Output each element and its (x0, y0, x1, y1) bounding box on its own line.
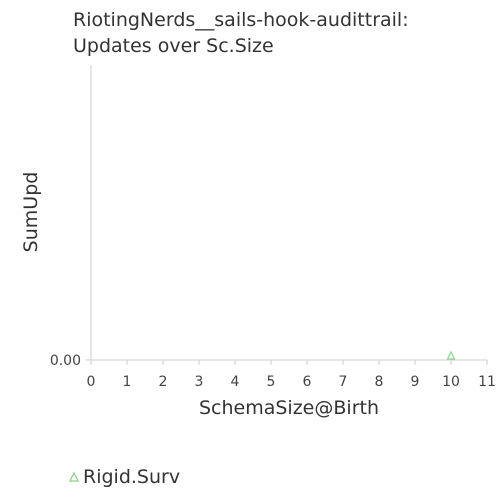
x-tick-label: 11 (478, 374, 496, 390)
data-points (446, 350, 456, 360)
x-tick-label: 10 (442, 374, 460, 390)
y-axis-label: SumUpd (20, 172, 42, 253)
legend: Rigid.Surv (68, 465, 180, 489)
x-tick-label: 3 (195, 374, 204, 390)
x-tick-label: 1 (123, 374, 132, 390)
x-tick-label: 7 (339, 374, 348, 390)
legend-label: Rigid.Surv (83, 466, 181, 488)
x-tick-group: 0 1 2 3 4 5 6 7 8 9 10 11 (87, 360, 496, 390)
x-tick-label: 0 (87, 374, 96, 390)
data-point (446, 350, 456, 360)
x-tick-label: 2 (159, 374, 168, 390)
x-tick-label: 4 (231, 374, 240, 390)
x-tick-label: 8 (375, 374, 384, 390)
chart-title: RiotingNerds__sails-hook-audittrail: Upd… (73, 7, 409, 59)
x-tick-label: 9 (411, 374, 420, 390)
chart-title-line-1: RiotingNerds__sails-hook-audittrail: (73, 9, 409, 31)
y-tick-group: 0.00 (50, 353, 91, 369)
triangle-icon (68, 471, 80, 482)
x-tick-label: 5 (267, 374, 276, 390)
chart-title-line-2: Updates over Sc.Size (73, 35, 274, 57)
x-axis-label: SchemaSize@Birth (199, 397, 379, 419)
x-tick-label: 6 (303, 374, 312, 390)
y-tick-label: 0.00 (50, 353, 81, 369)
